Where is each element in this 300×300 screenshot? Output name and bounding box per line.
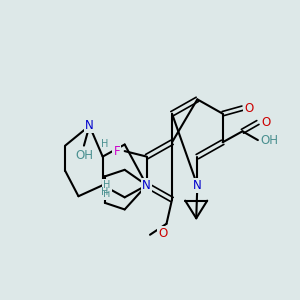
Text: H: H [101,187,109,197]
Text: F: F [114,145,120,158]
Text: OH: OH [75,149,93,162]
Text: H: H [101,139,109,149]
Text: H: H [103,189,111,199]
Text: O: O [261,116,270,129]
Text: N: N [193,179,202,192]
Text: O: O [244,102,254,115]
Text: N: N [142,179,151,192]
Text: N: N [85,119,94,132]
Text: O: O [159,227,168,240]
Text: OH: OH [260,134,278,147]
Text: H: H [103,180,111,190]
